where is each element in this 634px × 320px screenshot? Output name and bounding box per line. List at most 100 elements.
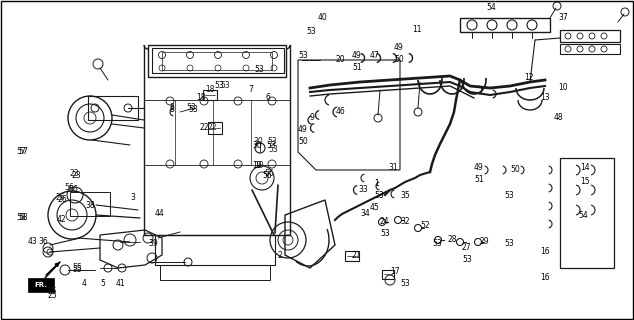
Text: 34: 34 [360, 210, 370, 219]
Bar [203, 90, 217, 100]
Text: 51: 51 [352, 63, 361, 73]
Text: 53: 53 [186, 103, 196, 113]
Text: 17: 17 [390, 268, 399, 276]
Text: 53: 53 [268, 146, 278, 155]
Text: 49: 49 [474, 164, 484, 172]
Text: 48: 48 [554, 114, 564, 123]
Text: 1: 1 [374, 180, 378, 188]
Bar [160, 265, 270, 280]
Bar [28, 278, 54, 292]
Text: 56: 56 [68, 186, 78, 195]
Text: 26: 26 [58, 196, 68, 204]
Text: 3: 3 [130, 194, 135, 203]
Bar [208, 122, 222, 134]
Text: 58: 58 [16, 212, 25, 221]
Text: 19: 19 [254, 161, 264, 170]
Text: 53: 53 [214, 82, 224, 91]
Text: 15: 15 [580, 178, 590, 187]
Text: 35: 35 [400, 191, 410, 201]
Text: 28: 28 [448, 236, 458, 244]
Text: 13: 13 [540, 93, 550, 102]
Bar [88, 96, 138, 120]
Text: 49: 49 [352, 51, 362, 60]
Text: 25: 25 [48, 287, 58, 297]
Text: 53: 53 [188, 106, 198, 115]
Text: 54: 54 [486, 4, 496, 12]
Text: 47: 47 [370, 51, 380, 60]
Text: 22: 22 [208, 124, 217, 132]
Text: 53: 53 [254, 66, 264, 75]
Text: 18: 18 [205, 85, 214, 94]
Text: 53: 53 [432, 239, 442, 249]
Text: 16: 16 [540, 247, 550, 257]
Text: 4: 4 [82, 279, 87, 289]
Text: 22: 22 [200, 124, 209, 132]
Bar [560, 30, 620, 42]
Text: 53: 53 [298, 52, 307, 60]
Text: 53: 53 [380, 229, 390, 238]
Bar [155, 235, 275, 265]
Text: 41: 41 [116, 279, 126, 289]
Text: 38: 38 [85, 201, 94, 210]
Text: 44: 44 [155, 210, 165, 219]
Text: 56: 56 [64, 183, 74, 193]
Text: 9: 9 [310, 114, 315, 123]
Text: 53: 53 [306, 28, 316, 36]
Text: 55: 55 [72, 262, 82, 271]
Text: 6: 6 [266, 93, 271, 102]
Text: 46: 46 [336, 108, 346, 116]
Text: 53: 53 [267, 138, 277, 147]
Text: 45: 45 [370, 204, 380, 212]
Bar [560, 158, 614, 268]
Text: 49: 49 [394, 44, 404, 52]
Text: 55: 55 [72, 266, 82, 275]
Bar [162, 52, 272, 70]
Text: 14: 14 [580, 164, 590, 172]
Text: 16: 16 [540, 274, 550, 283]
Text: 58: 58 [18, 213, 28, 222]
Text: 10: 10 [558, 84, 567, 92]
Text: 2: 2 [278, 252, 283, 260]
Bar [382, 269, 394, 278]
Text: 7: 7 [248, 85, 253, 94]
Text: 56: 56 [262, 171, 272, 180]
Bar [148, 45, 286, 77]
Text: 50: 50 [510, 165, 520, 174]
Text: 40: 40 [318, 13, 328, 22]
Bar [560, 44, 620, 54]
Text: 43: 43 [28, 237, 38, 246]
Text: 56: 56 [264, 170, 274, 179]
Text: 32: 32 [400, 218, 410, 227]
Text: 53: 53 [400, 279, 410, 289]
Text: 23: 23 [72, 171, 82, 180]
Text: 50: 50 [394, 55, 404, 65]
Text: 49: 49 [298, 125, 307, 134]
Text: 24: 24 [380, 218, 390, 227]
Text: 27: 27 [462, 244, 472, 252]
Text: 37: 37 [558, 13, 568, 22]
Text: 23: 23 [70, 170, 80, 179]
Text: 53: 53 [504, 239, 514, 249]
Text: 18: 18 [196, 92, 205, 101]
Text: 21: 21 [352, 252, 361, 260]
Text: 20: 20 [336, 55, 346, 65]
Text: 8: 8 [170, 106, 175, 115]
Text: 11: 11 [412, 26, 422, 35]
Text: 8: 8 [170, 103, 175, 113]
Text: 26: 26 [56, 194, 66, 203]
Text: 12: 12 [524, 74, 533, 83]
Text: 36: 36 [38, 237, 48, 246]
Text: 30: 30 [253, 138, 262, 147]
Text: 57: 57 [16, 148, 26, 156]
Text: 50: 50 [298, 138, 307, 147]
Text: 54: 54 [578, 212, 588, 220]
Text: 5: 5 [100, 279, 105, 289]
Bar [152, 48, 284, 73]
Bar [70, 192, 110, 216]
Text: 31: 31 [388, 164, 398, 172]
Text: 19: 19 [252, 162, 262, 171]
Text: 53: 53 [266, 140, 276, 149]
Text: 42: 42 [57, 215, 67, 225]
Text: 52: 52 [420, 221, 430, 230]
Text: 39: 39 [148, 239, 158, 249]
